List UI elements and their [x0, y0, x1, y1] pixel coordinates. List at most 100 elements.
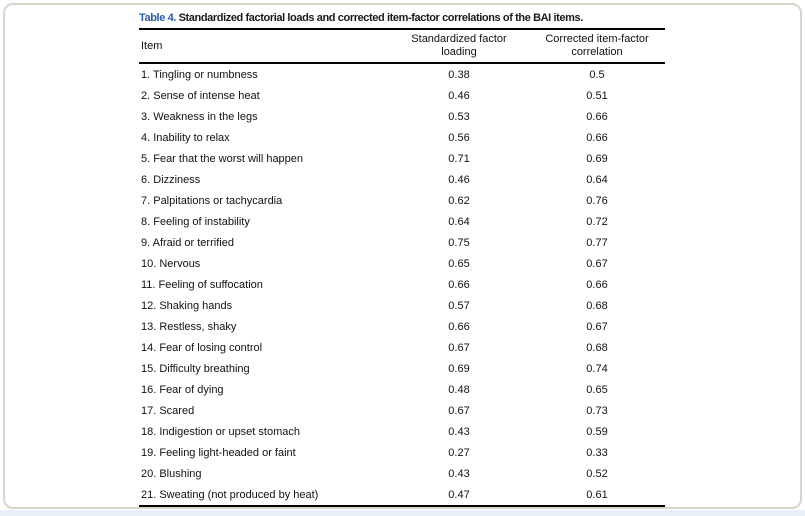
cell-item: 4. Inability to relax	[141, 131, 230, 144]
cell-loading: 0.43	[448, 467, 470, 480]
header-item: Item	[139, 29, 389, 64]
header-loading-line1: Standardized factor	[411, 33, 507, 45]
cell-correlation: 0.74	[586, 362, 608, 375]
header-standardized-factor-loading: Standardized factor loading	[389, 29, 529, 64]
cell-correlation: 0.65	[586, 383, 608, 396]
table-row: 19. Feeling light-headed or faint 0.27 0.3…	[139, 442, 665, 463]
table-row: 8. Feeling of instability 0.64 0.72	[139, 211, 665, 232]
cell-correlation: 0.33	[586, 446, 608, 459]
cell-loading: 0.69	[448, 362, 470, 375]
table-row: 13. Restless, shaky 0.66 0.67	[139, 316, 665, 337]
table-row: 16. Fear of dying 0.48 0.65	[139, 379, 665, 400]
header-row: Item Standardized factor loading Correcte…	[139, 29, 665, 64]
table-row: 10. Nervous 0.65 0.67	[139, 253, 665, 274]
cell-loading: 0.67	[448, 341, 470, 354]
cell-item: 2. Sense of intense heat	[141, 89, 260, 102]
cell-item: 10. Nervous	[141, 257, 201, 270]
cell-item: 15. Difficulty breathing	[141, 362, 250, 375]
table-row: 5. Fear that the worst will happen 0.71 0.…	[139, 148, 665, 169]
cell-correlation: 0.61	[586, 488, 608, 501]
cell-item: 19. Feeling light-headed or faint	[141, 446, 296, 459]
cell-loading: 0.48	[448, 383, 470, 396]
cell-loading: 0.47	[448, 488, 470, 501]
bottom-strip	[0, 510, 805, 516]
cell-loading: 0.64	[448, 215, 470, 228]
table-row: 17. Scared 0.67 0.73	[139, 400, 665, 421]
cell-loading: 0.43	[448, 425, 470, 438]
cell-item: 3. Weakness in the legs	[141, 110, 258, 123]
cell-correlation: 0.52	[586, 467, 608, 480]
cell-item: 1. Tingling or numbness	[141, 68, 258, 81]
header-corrected-item-factor-correlation: Corrected item-factor correlation	[529, 29, 665, 64]
cell-correlation: 0.67	[586, 320, 608, 333]
cell-item: 11. Feeling of suffocation	[141, 278, 263, 291]
cell-item: 16. Fear of dying	[141, 383, 224, 396]
cell-item: 5. Fear that the worst will happen	[141, 152, 304, 165]
table-row: 14. Fear of losing control 0.67 0.68	[139, 337, 665, 358]
table-row: 6. Dizziness 0.46 0.64	[139, 169, 665, 190]
table-row: 18. Indigestion or upset stomach 0.43 0.59	[139, 421, 665, 442]
cell-loading: 0.66	[448, 320, 470, 333]
cell-loading: 0.38	[448, 68, 470, 81]
table-row: 4. Inability to relax 0.56 0.66	[139, 127, 665, 148]
cell-item: 9. Afraid or terrified	[141, 236, 234, 249]
table-content: Table 4. Standardized factorial loads an…	[139, 11, 669, 507]
cell-item: 6. Dizziness	[141, 173, 201, 186]
cell-correlation: 0.73	[586, 404, 608, 417]
table-caption-label: Table 4.	[139, 12, 176, 24]
cell-correlation: 0.66	[586, 278, 608, 291]
cell-item: 21. Sweating (not produced by heat)	[141, 488, 319, 501]
cell-correlation: 0.69	[586, 152, 608, 165]
table-row: 7. Palpitations or tachycardia 0.62 0.76	[139, 190, 665, 211]
table-caption: Table 4. Standardized factorial loads an…	[139, 11, 669, 25]
cell-loading: 0.27	[448, 446, 470, 459]
table-row: 11. Feeling of suffocation 0.66 0.66	[139, 274, 665, 295]
cell-correlation: 0.68	[586, 299, 608, 312]
cell-correlation: 0.66	[586, 131, 608, 144]
header-loading-line2: loading	[441, 46, 477, 58]
table-row: 2. Sense of intense heat 0.46 0.51	[139, 85, 665, 106]
table-caption-text: Standardized factorial loads and correct…	[175, 12, 584, 24]
cell-loading: 0.65	[448, 257, 470, 270]
table-body: 1. Tingling or numbness 0.38 0.5 2. Sense o…	[139, 63, 665, 506]
cell-correlation: 0.67	[586, 257, 608, 270]
cell-correlation: 0.77	[586, 236, 608, 249]
table-row: 20. Blushing 0.43 0.52	[139, 463, 665, 484]
cell-loading: 0.67	[448, 404, 470, 417]
table-row: 12. Shaking hands 0.57 0.68	[139, 295, 665, 316]
cell-loading: 0.71	[448, 152, 470, 165]
bai-items-table: Item Standardized factor loading Correcte…	[139, 28, 665, 507]
cell-correlation: 0.5	[589, 68, 605, 81]
cell-item: 14. Fear of losing control	[141, 341, 263, 354]
table-row: 15. Difficulty breathing 0.69 0.74	[139, 358, 665, 379]
cell-item: 7. Palpitations or tachycardia	[141, 194, 283, 207]
cell-correlation: 0.59	[586, 425, 608, 438]
cell-loading: 0.46	[448, 89, 470, 102]
cell-correlation: 0.64	[586, 173, 608, 186]
header-correlation-line2: correlation	[571, 46, 623, 58]
cell-loading: 0.62	[448, 194, 470, 207]
table-row: 9. Afraid or terrified 0.75 0.77	[139, 232, 665, 253]
cell-loading: 0.53	[448, 110, 470, 123]
cell-loading: 0.46	[448, 173, 470, 186]
cell-item: 18. Indigestion or upset stomach	[141, 425, 300, 438]
table-row: 3. Weakness in the legs 0.53 0.66	[139, 106, 665, 127]
table-row: 21. Sweating (not produced by heat) 0.47 0…	[139, 484, 665, 506]
cell-loading: 0.75	[448, 236, 470, 249]
cell-correlation: 0.76	[586, 194, 608, 207]
cell-item: 20. Blushing	[141, 467, 202, 480]
cell-item: 8. Feeling of instability	[141, 215, 250, 228]
cell-correlation: 0.72	[586, 215, 608, 228]
cell-correlation: 0.51	[586, 89, 608, 102]
cell-item: 17. Scared	[141, 404, 195, 417]
header-correlation-line1: Corrected item-factor	[545, 33, 649, 45]
cell-loading: 0.66	[448, 278, 470, 291]
table-row: 1. Tingling or numbness 0.38 0.5	[139, 63, 665, 85]
cell-loading: 0.57	[448, 299, 470, 312]
cell-item: 12. Shaking hands	[141, 299, 233, 312]
cell-correlation: 0.66	[586, 110, 608, 123]
cell-loading: 0.56	[448, 131, 470, 144]
cell-correlation: 0.68	[586, 341, 608, 354]
cell-item: 13. Restless, shaky	[141, 320, 237, 333]
